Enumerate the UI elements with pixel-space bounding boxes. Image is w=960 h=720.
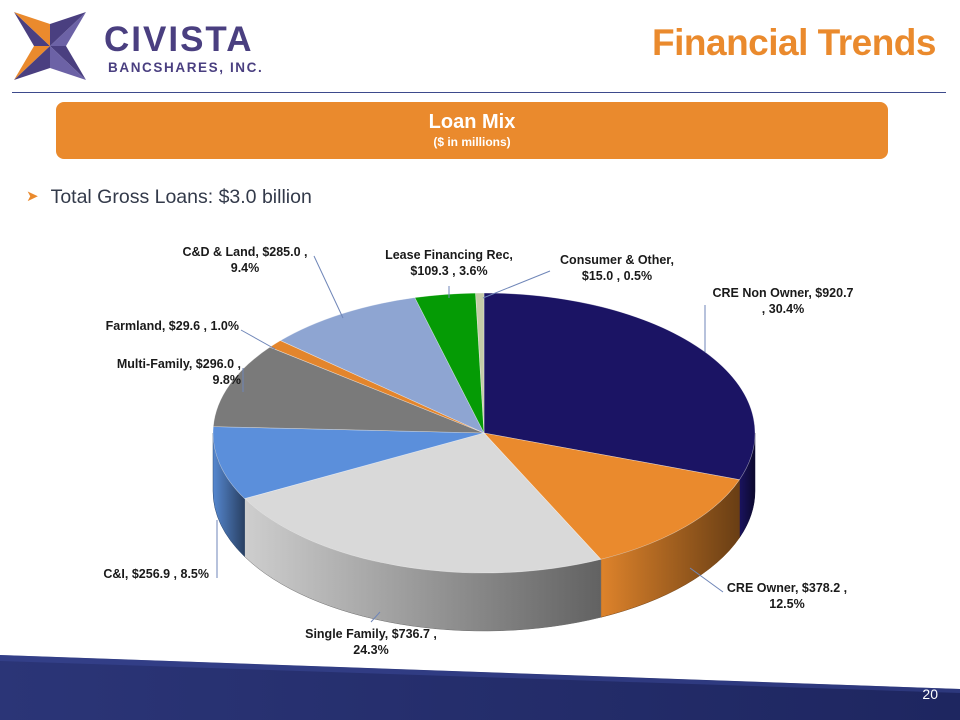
data-label-multi-family: Multi-Family, $296.0 , 9.8% xyxy=(117,357,241,387)
leader-line-consumer-other xyxy=(482,270,551,299)
civista-logo: CIVISTA BANCSHARES, INC. xyxy=(12,10,272,82)
logo-wordmark: CIVISTA xyxy=(104,20,254,59)
data-label-c-i: C&I, $256.9 , 8.5% xyxy=(103,567,209,581)
pie-slice-consumer-other xyxy=(475,292,485,434)
leader-line-single-family xyxy=(370,611,381,623)
page-number: 20 xyxy=(922,686,938,702)
pie-slice-multi-family xyxy=(212,346,485,434)
data-label-cre-non-owner: CRE Non Owner, $920.7, 30.4% xyxy=(712,286,853,316)
banner-title: Loan Mix xyxy=(428,111,516,133)
data-label-c-d-land: C&D & Land, $285.0 , 9.4% xyxy=(182,245,307,275)
header-divider xyxy=(12,92,946,93)
section-banner: Loan Mix ($ in millions) xyxy=(56,102,888,159)
leader-line-cre-owner xyxy=(689,567,724,593)
page-title: Financial Trends xyxy=(652,22,936,63)
pie-slice-single-family xyxy=(243,432,602,574)
data-label-lease-financing-rec: Lease Financing Rec, $109.3 , 3.6% xyxy=(385,248,513,278)
footer-band xyxy=(0,655,960,720)
arrow-bullet-icon: ➤ xyxy=(26,188,39,205)
logo-star-icon xyxy=(14,12,86,80)
pie-slice-cre-owner xyxy=(483,432,740,560)
data-label-consumer-other: Consumer & Other, $15.0 , 0.5% xyxy=(560,253,674,283)
bullet-text: Total Gross Loans: $3.0 billion xyxy=(50,186,312,208)
banner-subtitle: ($ in millions) xyxy=(433,135,511,149)
pie-slice-cre-non-owner xyxy=(483,292,756,481)
data-label-cre-owner: CRE Owner, $378.2 , 12.5% xyxy=(727,581,847,611)
logo-subtitle: BANCSHARES, INC. xyxy=(108,60,264,75)
data-label-single-family: Single Family, $736.7 , 24.3% xyxy=(305,627,437,657)
total-loans-bullet: ➤ Total Gross Loans: $3.0 billion xyxy=(26,186,312,209)
pie-slice-c-i xyxy=(212,426,485,499)
data-label-farmland: Farmland, $29.6 , 1.0% xyxy=(106,319,239,333)
leader-line-c-d-land xyxy=(313,255,344,319)
leader-line-farmland xyxy=(240,329,276,350)
